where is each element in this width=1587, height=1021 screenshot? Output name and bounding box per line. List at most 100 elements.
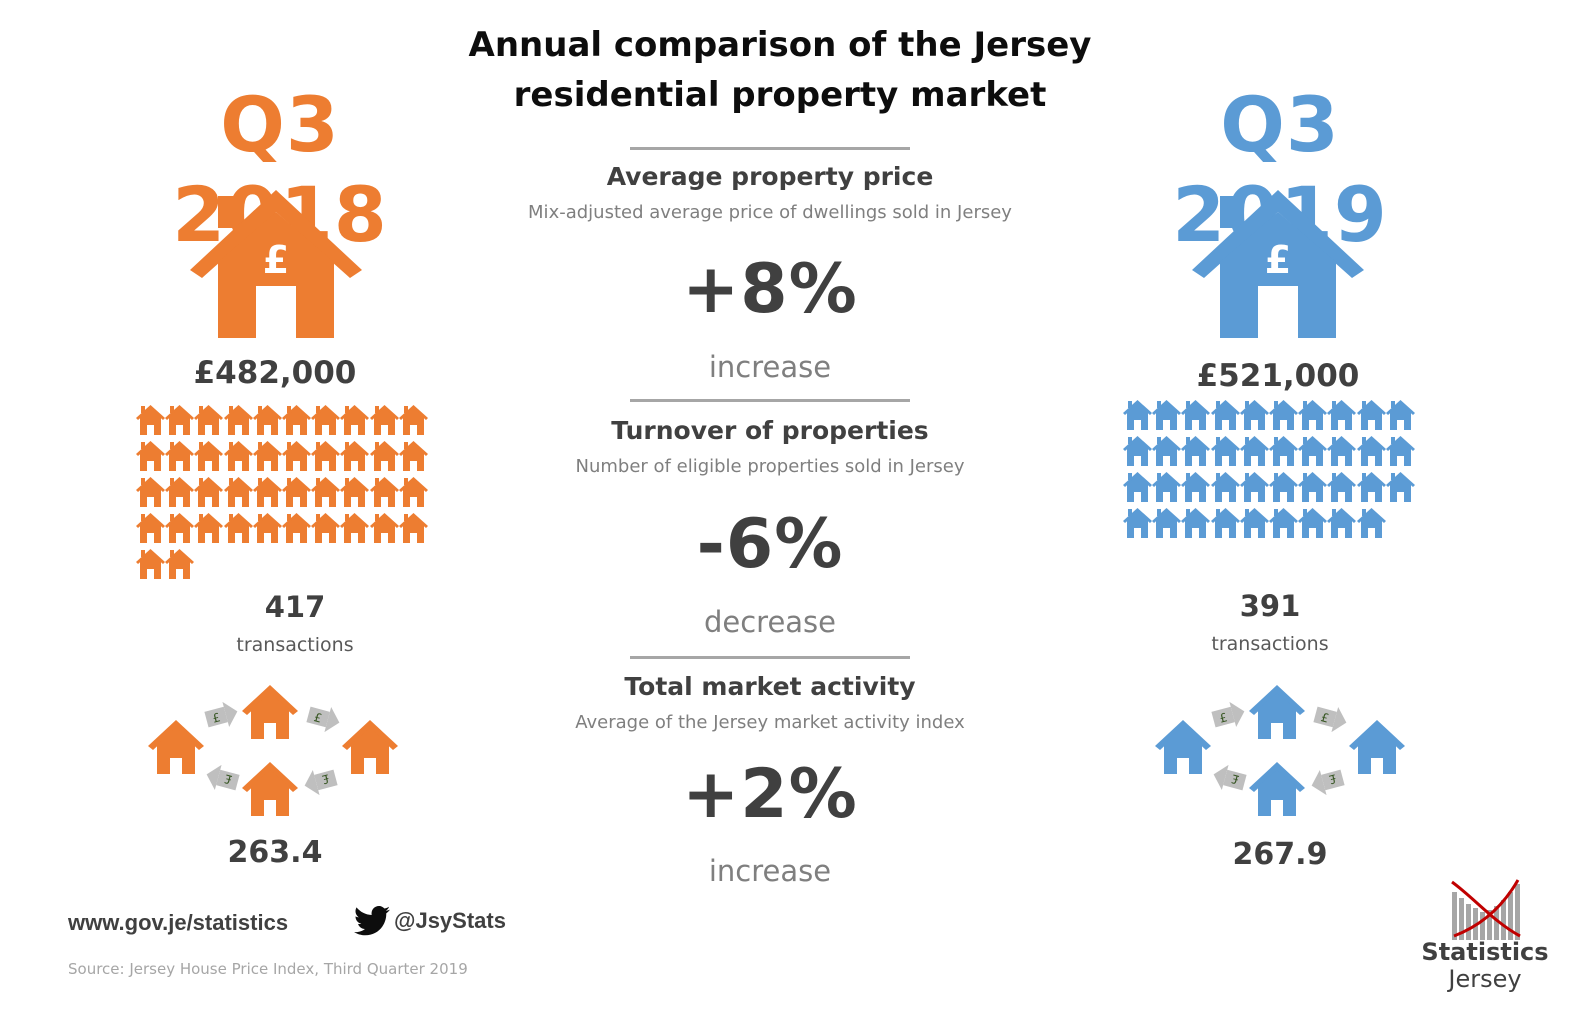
house-icon [1268, 436, 1298, 466]
money-arrow-icon: £ [304, 769, 338, 796]
house-icon [281, 441, 311, 471]
house-icon [165, 513, 195, 543]
section-title: Total market activity [624, 672, 916, 701]
logo-text-line1: Statistics [1421, 938, 1549, 966]
house-icon [398, 477, 428, 507]
svg-text:£: £ [1319, 710, 1330, 726]
house-icon [148, 720, 204, 774]
house-icon [1152, 436, 1182, 466]
house-icon [398, 513, 428, 543]
house-icon [242, 762, 298, 816]
house-icon [165, 405, 195, 435]
house-icon [223, 405, 253, 435]
svg-text:£: £ [1265, 238, 1291, 282]
svg-text:£: £ [263, 238, 289, 282]
house-icon [1210, 436, 1240, 466]
house-icon [1152, 508, 1182, 538]
house-icon [1152, 472, 1182, 502]
house-icon [342, 720, 398, 774]
house-icon [340, 513, 370, 543]
house-icon [1249, 685, 1305, 739]
house-icon [1385, 472, 1415, 502]
house-icon [369, 477, 399, 507]
money-arrow-icon: £ [1311, 769, 1345, 796]
svg-text:£: £ [312, 710, 323, 726]
house-icon [1210, 400, 1240, 430]
house-icon [369, 513, 399, 543]
house-icon [1181, 472, 1211, 502]
market-activity-icon: £ £ £ £ [148, 685, 398, 816]
house-icon [1239, 472, 1269, 502]
section-subtitle: Mix-adjusted average price of dwellings … [528, 202, 1012, 223]
house-icon [281, 405, 311, 435]
price-left: £482,000 [193, 355, 357, 391]
house-icon [311, 441, 341, 471]
house-icon [1298, 472, 1328, 502]
house-icon [369, 441, 399, 471]
house-icon [1268, 508, 1298, 538]
house-icon [340, 405, 370, 435]
house-icon [311, 405, 341, 435]
house-icon [1210, 472, 1240, 502]
twitter-link[interactable]: @JsyStats [354, 906, 506, 936]
section-title: Turnover of properties [611, 416, 929, 445]
section-subtitle: Number of eligible properties sold in Je… [575, 456, 965, 477]
house-icon [223, 477, 253, 507]
house-icon [1249, 762, 1305, 816]
title-line-2: residential property market [513, 75, 1047, 115]
house-icon [223, 441, 253, 471]
money-arrow-icon: £ [1213, 764, 1247, 791]
website-link[interactable]: www.gov.je/statistics [68, 910, 289, 935]
change-direction: decrease [703, 605, 837, 639]
house-icon-grid-right [1123, 399, 1415, 543]
house-icon [223, 513, 253, 543]
transactions-label-left: transactions [236, 634, 354, 656]
svg-text:£: £ [223, 771, 234, 787]
svg-text:£: £ [1218, 710, 1229, 726]
transactions-label-right: transactions [1211, 633, 1329, 655]
house-icon [1356, 400, 1386, 430]
house-icon [1327, 436, 1357, 466]
house-icon [1349, 720, 1405, 774]
house-icon [165, 549, 195, 579]
house-icon [1123, 472, 1152, 502]
price-right: £521,000 [1196, 358, 1360, 394]
logo-text-line2: Jersey [1448, 965, 1522, 993]
title-line-1: Annual comparison of the Jersey [468, 25, 1092, 65]
house-icon [136, 477, 165, 507]
house-icon [136, 549, 165, 579]
change-value: +2% [682, 755, 858, 834]
change-value: -6% [696, 505, 844, 584]
house-icon [281, 477, 311, 507]
house-icon [194, 477, 224, 507]
svg-text:£: £ [1327, 771, 1338, 787]
activity-index-right: 267.9 [1232, 837, 1328, 872]
house-icon [252, 477, 282, 507]
house-icon [1181, 508, 1211, 538]
divider [630, 147, 910, 150]
house-icon [1298, 508, 1328, 538]
house-icon [1327, 472, 1357, 502]
house-icon [1327, 400, 1357, 430]
house-icon [281, 513, 311, 543]
house-icon [194, 513, 224, 543]
house-icon [1356, 508, 1386, 538]
money-arrow-icon: £ [1211, 701, 1245, 728]
divider [630, 399, 910, 402]
house-icon [252, 405, 282, 435]
change-value: +8% [682, 250, 858, 329]
house-icon [340, 441, 370, 471]
house-icon [398, 405, 428, 435]
money-arrow-icon: £ [204, 701, 238, 728]
transactions-count-left: 417 [264, 590, 326, 624]
activity-index-left: 263.4 [227, 835, 323, 870]
house-icon [1181, 436, 1211, 466]
house-icon [1298, 436, 1328, 466]
house-icon [165, 477, 195, 507]
house-pound-icon: £ [1192, 190, 1364, 338]
change-direction: increase [708, 350, 832, 384]
svg-text:£: £ [211, 710, 222, 726]
money-arrow-icon: £ [306, 706, 340, 733]
house-icon [136, 441, 165, 471]
house-icon [194, 405, 224, 435]
